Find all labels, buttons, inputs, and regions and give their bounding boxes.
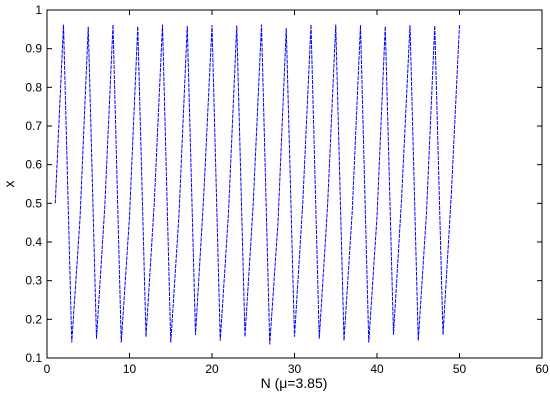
x-tick-label: 30 — [288, 362, 302, 376]
y-tick-label: 1 — [35, 3, 42, 17]
y-tick-label: 0.1 — [25, 351, 42, 365]
x-tick-label: 50 — [453, 362, 467, 376]
x-tick-label: 20 — [205, 362, 219, 376]
y-tick-label: 0.5 — [25, 196, 42, 210]
data-line — [54, 24, 460, 345]
x-tick-label: 60 — [535, 362, 549, 376]
y-tick-label: 0.6 — [25, 158, 42, 172]
y-tick-label: 0.3 — [25, 274, 42, 288]
y-tick-label: 0.2 — [25, 312, 42, 326]
y-tick-label: 0.4 — [25, 235, 42, 249]
plot-area — [46, 9, 543, 359]
x-axis-label: N (μ=3.85) — [261, 375, 328, 391]
x-tick-label: 40 — [370, 362, 384, 376]
y-axis-label: x — [1, 181, 17, 188]
y-tick-label: 0.8 — [25, 80, 42, 94]
x-tick-label: 10 — [123, 362, 137, 376]
y-tick-label: 0.9 — [25, 42, 42, 56]
y-tick-label: 0.7 — [25, 119, 42, 133]
x-tick-label: 0 — [44, 362, 51, 376]
